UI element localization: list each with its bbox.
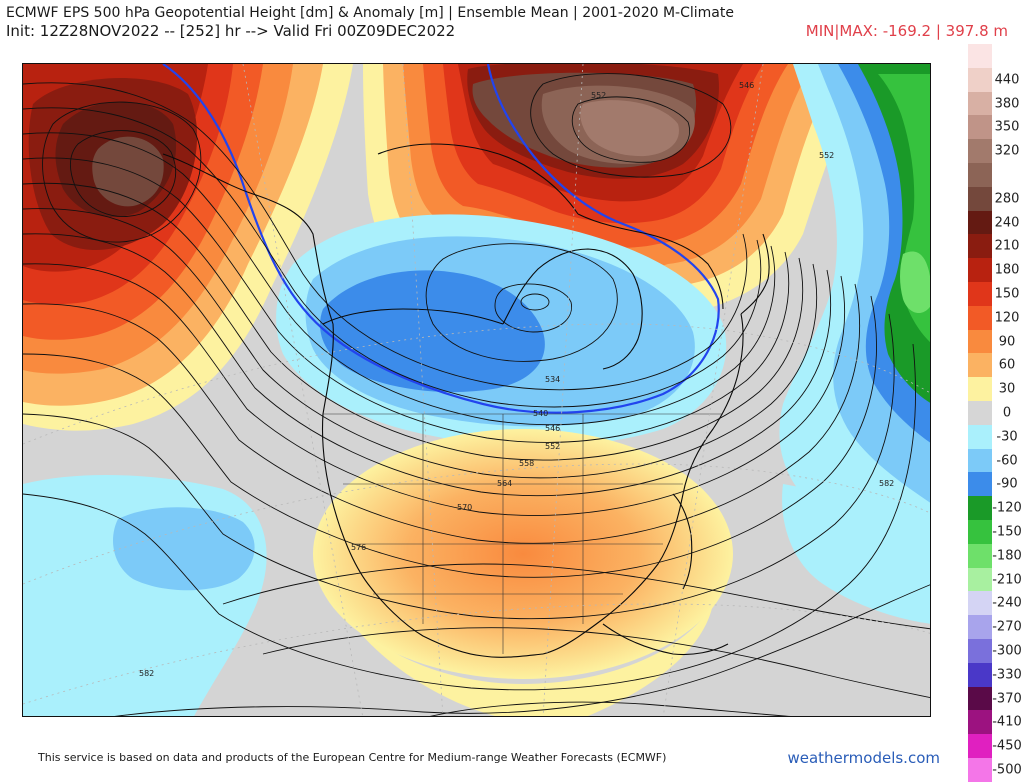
- contour-label: 546: [545, 424, 560, 433]
- contour-labels: 552 546 552 582 582 534 540 546 552 558 …: [139, 81, 894, 678]
- legend-label: 380: [994, 96, 1020, 111]
- legend-label: 150: [994, 286, 1020, 302]
- legend-swatch: [968, 377, 992, 401]
- legend-label: -270: [992, 619, 1022, 635]
- legend-swatch: [968, 662, 992, 687]
- lat-lon-grid: [23, 64, 930, 716]
- legend-label: -60: [996, 453, 1018, 468]
- contour-label: 570: [457, 503, 472, 512]
- legend-swatch: [968, 353, 992, 378]
- atlantic-trough-anomaly: [779, 64, 930, 583]
- legend-swatch: [968, 115, 992, 140]
- legend-swatch: [968, 567, 992, 592]
- height-contours: [23, 73, 930, 716]
- legend-swatch: [968, 139, 992, 163]
- contour-label: 558: [519, 459, 534, 468]
- contour-label: 546: [739, 81, 754, 90]
- legend-label: 180: [994, 262, 1020, 278]
- anomaly-map: 552 546 552 582 582 534 540 546 552 558 …: [22, 63, 931, 717]
- legend-swatch: [968, 734, 992, 758]
- zero-anomaly-line: [162, 64, 720, 414]
- legend-swatch: [968, 186, 992, 211]
- pacific-trough-anomaly: [23, 474, 267, 716]
- canada-trough-anomaly: [276, 214, 727, 447]
- legend-swatch: [968, 639, 992, 663]
- legend-label: 210: [994, 238, 1020, 254]
- map-valid-time: Init: 12Z28NOV2022 -- [252] hr --> Valid…: [6, 22, 456, 40]
- legend-label: -210: [992, 572, 1022, 587]
- legend-swatch: [968, 543, 992, 568]
- contour-label: 576: [351, 543, 366, 552]
- legend-label: 60: [998, 357, 1016, 373]
- legend-swatch: [968, 163, 992, 187]
- legend-label: -240: [992, 595, 1022, 611]
- alaska-ridge-anomaly: [23, 64, 353, 431]
- legend-swatch: [968, 710, 992, 735]
- legend-swatch: [968, 686, 992, 711]
- legend-label: 240: [994, 215, 1020, 230]
- legend-label: -370: [992, 691, 1022, 706]
- legend-swatch: [968, 615, 992, 639]
- legend-label: 0: [1002, 405, 1012, 421]
- legend-swatch: [968, 520, 992, 544]
- ecmwf-attribution: This service is based on data and produc…: [38, 751, 667, 764]
- political-borders: [323, 413, 723, 654]
- contour-label: 564: [497, 479, 512, 488]
- legend-swatch: [968, 67, 992, 92]
- legend-label: 350: [994, 119, 1020, 135]
- legend-label: -330: [992, 667, 1022, 683]
- coastlines: [162, 143, 770, 658]
- legend-swatch: [968, 472, 992, 497]
- legend-swatch: [968, 234, 992, 259]
- legend-swatch: [968, 91, 992, 116]
- site-link[interactable]: weathermodels.com: [787, 749, 940, 767]
- legend-swatch: [968, 401, 992, 425]
- map-title: ECMWF EPS 500 hPa Geopotential Height [d…: [6, 5, 734, 21]
- legend-label: -120: [992, 500, 1022, 516]
- legend-swatch: [968, 329, 992, 354]
- legend-label: -300: [992, 643, 1022, 659]
- legend-swatch: [968, 496, 992, 520]
- min-max-readout: MIN|MAX: -169.2 | 397.8 m: [805, 22, 1008, 40]
- legend-swatch: [968, 44, 992, 68]
- legend-swatch: [968, 282, 992, 306]
- legend-swatch: [968, 448, 992, 473]
- contour-label: 552: [545, 442, 560, 451]
- legend-label: -150: [992, 524, 1022, 540]
- legend-label: 280: [994, 191, 1020, 207]
- subtropical-atlantic-anomaly: [782, 484, 930, 624]
- legend-label: -30: [996, 429, 1018, 445]
- greenland-block-anomaly: [363, 64, 883, 333]
- legend-swatch: [968, 758, 992, 782]
- legend-label: 90: [998, 334, 1016, 349]
- legend-label: 440: [994, 72, 1020, 88]
- contour-label: 534: [545, 375, 560, 384]
- legend-swatch: [968, 305, 992, 330]
- contour-label: 582: [139, 669, 154, 678]
- legend-label: -90: [996, 476, 1018, 492]
- legend-label: -410: [992, 714, 1022, 730]
- legend-swatch: [968, 258, 992, 282]
- contour-label: 582: [879, 479, 894, 488]
- legend-label: 320: [994, 143, 1020, 159]
- legend-swatch: [968, 210, 992, 235]
- contour-label: 540: [533, 409, 548, 418]
- legend-label: -500: [992, 762, 1022, 778]
- legend-swatch: [968, 424, 992, 449]
- legend-swatch: [968, 591, 992, 616]
- legend-label: 120: [994, 310, 1020, 326]
- southern-ridge-anomaly: [313, 429, 733, 679]
- contour-label: 552: [819, 151, 834, 160]
- legend-label: -180: [992, 548, 1022, 564]
- legend-label: 30: [998, 381, 1016, 397]
- legend-label: -450: [992, 738, 1022, 754]
- contour-label: 552: [591, 91, 606, 100]
